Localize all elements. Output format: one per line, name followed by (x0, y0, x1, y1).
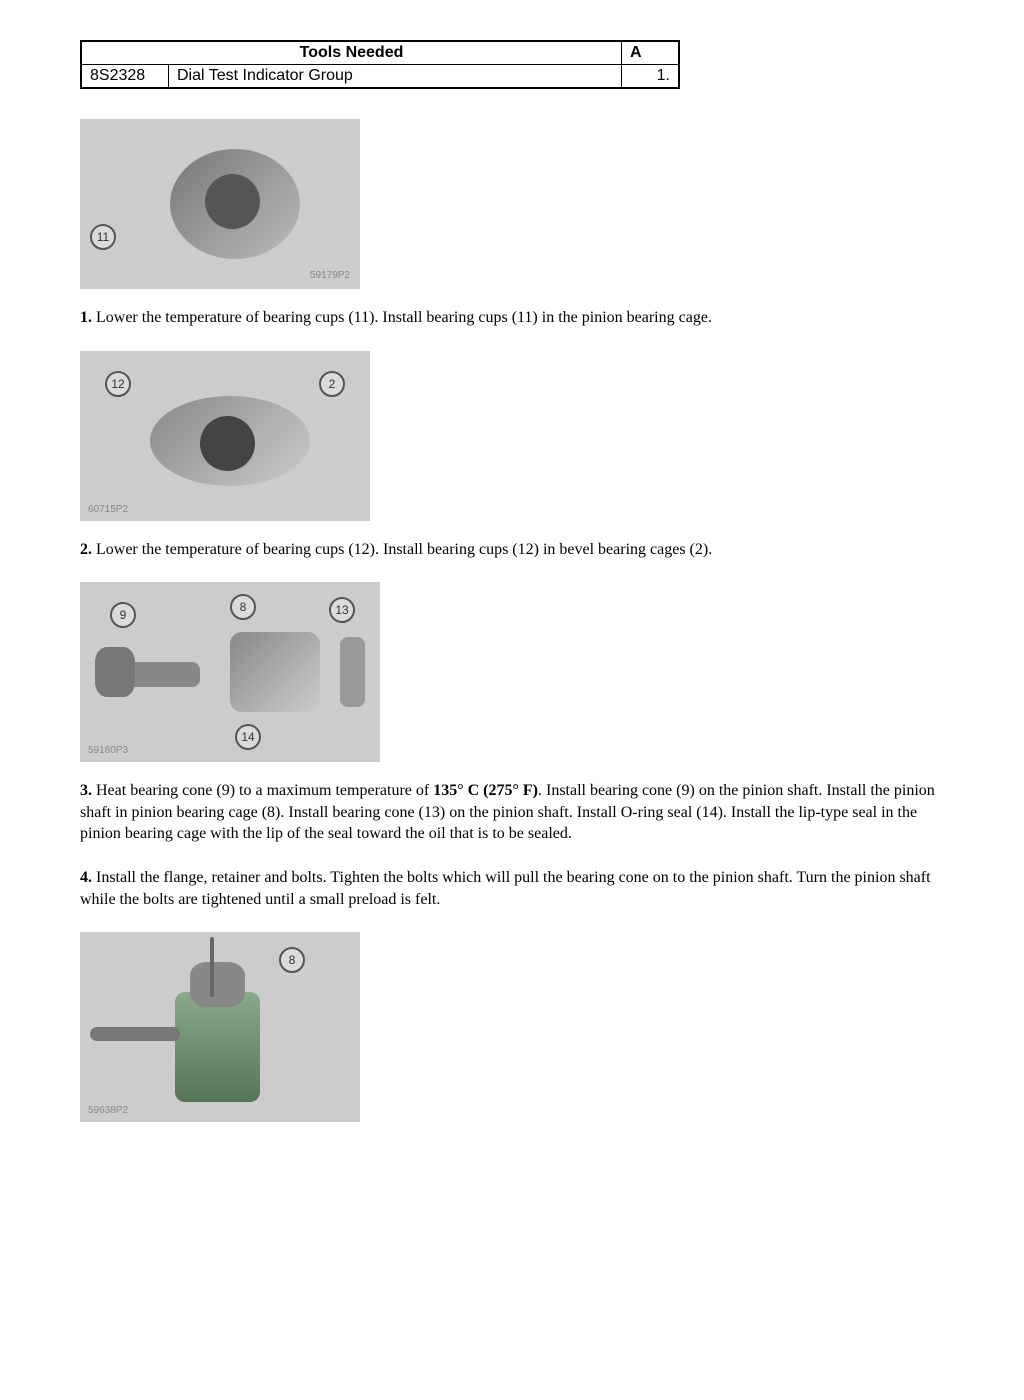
tools-header: Tools Needed (81, 41, 622, 65)
step-3-pre: Heat bearing cone (9) to a maximum tempe… (92, 782, 433, 799)
step-2-text: Lower the temperature of bearing cups (1… (92, 541, 712, 558)
step-4: 4. Install the flange, retainer and bolt… (80, 867, 944, 910)
step-4-number: 4. (80, 869, 92, 886)
figure-4: 8 59638P2 (80, 932, 360, 1122)
callout-9: 9 (110, 602, 136, 628)
callout-13: 13 (329, 597, 355, 623)
callout-2: 2 (319, 371, 345, 397)
step-1-text: Lower the temperature of bearing cups (1… (92, 309, 712, 326)
figure-2-label: 60715P2 (88, 504, 128, 515)
callout-8: 8 (230, 594, 256, 620)
callout-12: 12 (105, 371, 131, 397)
figure-4-label: 59638P2 (88, 1105, 128, 1116)
step-3-bold: 135° C (275° F) (433, 782, 538, 799)
table-row: 8S2328 Dial Test Indicator Group 1. (81, 65, 679, 89)
callout-14: 14 (235, 724, 261, 750)
step-3: 3. Heat bearing cone (9) to a maximum te… (80, 780, 944, 845)
figure-2: 12 2 60715P2 (80, 351, 370, 521)
step-4-text: Install the flange, retainer and bolts. … (80, 869, 931, 908)
tool-qty: 1. (622, 65, 680, 89)
tool-part-number: 8S2328 (81, 65, 169, 89)
step-2: 2. Lower the temperature of bearing cups… (80, 539, 944, 561)
figure-3: 9 8 13 14 59180P3 (80, 582, 380, 762)
step-2-number: 2. (80, 541, 92, 558)
callout-8b: 8 (279, 947, 305, 973)
callout-11: 11 (90, 224, 116, 250)
step-3-number: 3. (80, 782, 92, 799)
tools-col-a: A (622, 41, 680, 65)
figure-1-label: 59179P2 (310, 270, 350, 281)
figure-3-label: 59180P3 (88, 745, 128, 756)
tool-description: Dial Test Indicator Group (169, 65, 622, 89)
step-1: 1. Lower the temperature of bearing cups… (80, 307, 944, 329)
figure-1: 11 59179P2 (80, 119, 360, 289)
step-1-number: 1. (80, 309, 92, 326)
tools-needed-table: Tools Needed A 8S2328 Dial Test Indicato… (80, 40, 680, 89)
